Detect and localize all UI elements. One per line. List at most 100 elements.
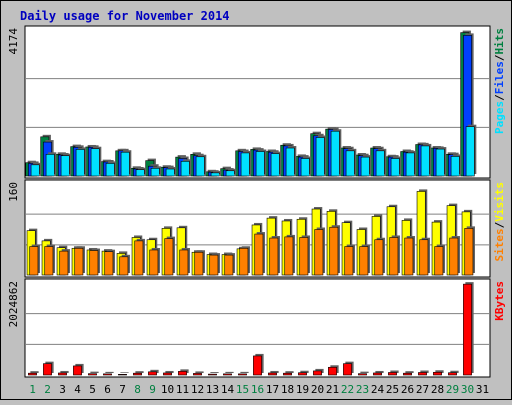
bar-kbytes-shadow (375, 370, 384, 373)
bar-kbytes-shadow (285, 371, 294, 373)
legend-separator: / (493, 94, 506, 101)
bar-kbytes (373, 372, 382, 376)
bar-sites (89, 250, 99, 276)
x-tick-label: 15 (236, 383, 249, 396)
bar-kbytes-shadow (225, 371, 234, 373)
legend-pages: Pages (493, 101, 506, 134)
bar-pages (135, 169, 145, 177)
bar-sites (449, 237, 459, 276)
bar-sites (164, 238, 174, 276)
series-kbytes (28, 282, 474, 376)
bar-kbytes-shadow (105, 371, 114, 373)
bar-kbytes (73, 365, 82, 376)
bar-pages (120, 151, 130, 177)
bar-sites (359, 246, 369, 276)
x-tick-label: 11 (176, 383, 189, 396)
bar-pages (150, 168, 160, 177)
bar-sites (314, 229, 324, 276)
bar-pages (195, 156, 205, 177)
bar-sites (59, 250, 69, 276)
bar-kbytes (88, 373, 97, 376)
bar-pages (255, 151, 265, 177)
x-tick-label: 8 (134, 383, 141, 396)
bar-pages (75, 149, 85, 177)
panel-kbytes: 2024862 KBytes (7, 278, 506, 378)
bar-pages (300, 158, 310, 177)
bar-kbytes (238, 373, 247, 376)
panel-background (24, 278, 491, 378)
bar-kbytes-shadow (150, 369, 159, 373)
y-max-label: 2024862 (7, 281, 20, 327)
bar-pages (180, 161, 190, 177)
bar-pages (60, 155, 70, 177)
bar-kbytes (268, 372, 277, 376)
legend-hits: Hits (493, 28, 506, 55)
x-tick-label: 21 (326, 383, 339, 396)
bar-kbytes (433, 371, 442, 376)
bar-kbytes (388, 372, 397, 376)
bar-sites (194, 251, 204, 276)
x-tick-label: 2 (44, 383, 51, 396)
x-tick-label: 25 (386, 383, 399, 396)
bar-kbytes-shadow (360, 371, 369, 373)
bar-sites (104, 251, 114, 276)
bar-sites (74, 247, 84, 276)
bar-sites (419, 239, 429, 276)
bar-pages (240, 152, 250, 177)
bar-sites (119, 256, 129, 276)
bar-kbytes (418, 372, 427, 376)
x-tick-label: 6 (104, 383, 111, 396)
series-pages (30, 124, 477, 177)
bar-pages (270, 153, 280, 177)
legend-separator: / (493, 54, 506, 61)
bar-kbytes (328, 366, 337, 376)
bar-pages (465, 126, 475, 177)
legend-separator: / (493, 221, 506, 228)
legend-kbytes: KBytes (493, 281, 506, 321)
x-tick-label: 4 (74, 383, 81, 396)
bar-pages (285, 147, 295, 177)
bar-pages (210, 172, 220, 177)
panel-legend: Sites/Visits (493, 182, 506, 262)
bar-kbytes (163, 372, 172, 376)
bar-sites (389, 237, 399, 276)
x-tick-label: 9 (149, 383, 156, 396)
x-tick-label: 19 (296, 383, 309, 396)
x-tick-label: 29 (446, 383, 459, 396)
bar-kbytes-shadow (135, 371, 144, 373)
panels-layer: 4174Pages/Files/Hits160Sites/Visits20248… (7, 25, 506, 378)
y-max-label: 160 (7, 182, 20, 202)
bar-pages (450, 156, 460, 177)
bar-pages (345, 150, 355, 177)
bar-kbytes-shadow (270, 370, 279, 373)
x-tick-label: 12 (191, 383, 204, 396)
y-max-label: 4174 (7, 28, 20, 55)
bar-pages (315, 137, 325, 177)
x-tick-label: 24 (371, 383, 385, 396)
bar-sites (284, 236, 294, 276)
bar-sites (344, 246, 354, 276)
bar-kbytes (133, 372, 142, 376)
x-tick-label: 30 (461, 383, 474, 396)
x-tick-label: 23 (356, 383, 369, 396)
x-tick-label: 28 (431, 383, 444, 396)
bar-kbytes-shadow (405, 371, 414, 373)
x-axis-labels: 1 2 3 4 5 6 7 8 9 10 11 12 13 14 15 16 17 18 19 20 21 22 23 24 2… (29, 383, 489, 396)
bar-kbytes-shadow (450, 370, 459, 373)
bar-pages (45, 154, 55, 177)
bar-kbytes (148, 371, 157, 376)
legend-sites: Sites (493, 228, 506, 261)
bar-sites (209, 254, 219, 276)
bar-sites (299, 237, 309, 276)
bar-pages (330, 130, 340, 177)
x-tick-label: 17 (266, 383, 279, 396)
bar-pages (225, 170, 235, 177)
bar-kbytes (298, 372, 307, 376)
bar-kbytes-shadow (165, 370, 174, 373)
bar-kbytes-shadow (30, 371, 39, 373)
x-tick-label: 16 (251, 383, 264, 396)
bar-kbytes-shadow (210, 372, 219, 373)
x-tick-label: 1 (29, 383, 36, 396)
